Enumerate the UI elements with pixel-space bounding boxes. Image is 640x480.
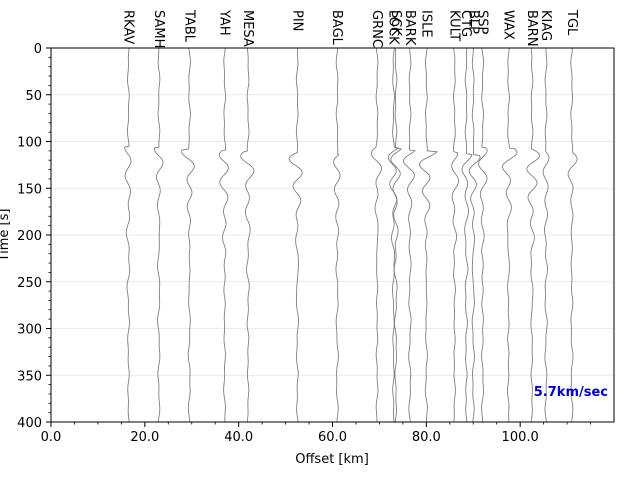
x-tick-label: 100.0 (502, 430, 539, 445)
trace-wax (502, 47, 518, 423)
trace-ssp (478, 47, 488, 423)
y-tick-label: 50 (25, 89, 42, 104)
station-label-tabl: TABL (181, 9, 196, 43)
trace-yah (218, 47, 229, 423)
station-label-bark: BARK (402, 10, 417, 46)
station-label-kult: KULT (446, 10, 461, 41)
trace-tabl (181, 47, 195, 423)
station-label-samh: SAMH (151, 10, 166, 48)
trace-kult (451, 47, 460, 423)
y-tick-label: 150 (17, 182, 42, 197)
station-label-bagl: BAGL (329, 10, 344, 46)
y-tick-label: 300 (17, 323, 42, 338)
trace-lock (387, 47, 400, 423)
trace-sck (390, 47, 403, 423)
trace-pin (288, 47, 303, 423)
station-label-yah: YAH (217, 9, 232, 36)
station-label-grnc: GRNC (369, 10, 384, 48)
y-axis-title: Time [s] (0, 209, 12, 263)
y-axis-ticks: 0 50 100 150 200 250 300 350 400 (17, 42, 51, 431)
x-tick-label: 60.0 (318, 430, 347, 445)
station-label-ssp: SSP (475, 10, 490, 35)
trace-ctg (461, 47, 473, 423)
velocity-annotation: 5.7km/sec (534, 385, 608, 400)
trace-bagl (333, 47, 341, 423)
trace-rkav (124, 47, 132, 423)
trace-samh (153, 47, 164, 423)
x-tick-label: 40.0 (224, 430, 253, 445)
trace-bark (403, 47, 417, 423)
x-tick-label: 0.0 (41, 430, 62, 445)
station-label-lock: LOCK (385, 10, 400, 45)
station-label-tgl: TGL (564, 9, 579, 36)
trace-isle (419, 47, 438, 423)
y-tick-label: 100 (17, 136, 42, 151)
station-label-pin: PIN (289, 10, 304, 31)
station-label-sck: SCK (388, 10, 403, 36)
x-tick-label: 80.0 (412, 430, 441, 445)
x-axis-title: Offset [km] (295, 452, 369, 467)
seismogram-traces (124, 47, 578, 423)
y-tick-label: 250 (17, 276, 42, 291)
trace-blp (468, 48, 481, 423)
station-label-ctg: CTG (458, 10, 473, 37)
trace-barn (526, 47, 541, 423)
station-label-barn: BARN (524, 10, 539, 47)
y-tick-label: 400 (17, 416, 42, 431)
station-label-mesa: MESA (240, 10, 255, 47)
y-tick-label: 0 (34, 42, 42, 57)
station-label-kiag: KIAG (538, 10, 553, 41)
station-label-isle: ISLE (418, 10, 433, 38)
station-label-rkav: RKAV (120, 10, 135, 44)
y-tick-label: 200 (17, 229, 42, 244)
x-axis-ticks: 0.0 20.0 40.0 60.0 80.0 100.0 (41, 422, 591, 445)
trace-kiag (542, 47, 550, 423)
trace-mesa (240, 47, 255, 423)
station-label-wax: WAX (500, 10, 515, 40)
grid-lines (51, 94, 614, 376)
x-tick-label: 20.0 (130, 430, 159, 445)
trace-grnc (370, 47, 382, 423)
trace-tgl (567, 47, 578, 423)
y-tick-label: 350 (17, 369, 42, 384)
station-label-blp: BLP (465, 10, 480, 34)
